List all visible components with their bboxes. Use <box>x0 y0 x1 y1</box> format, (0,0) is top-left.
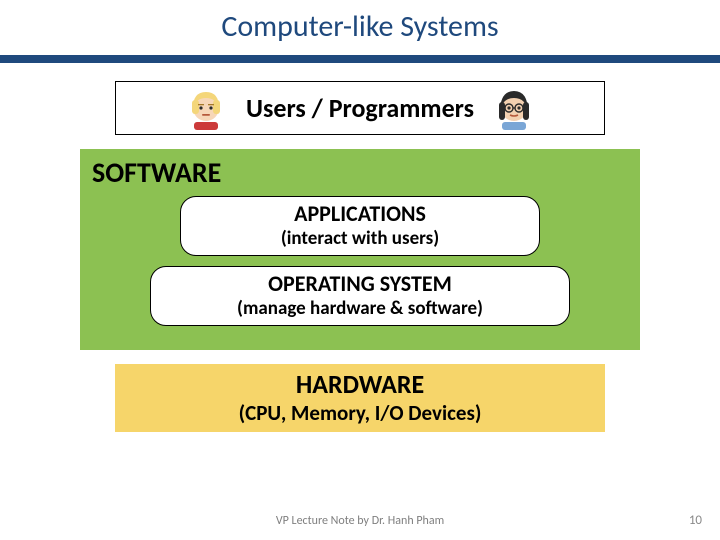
slide-title: Computer-like Systems <box>0 0 720 55</box>
users-row: Users / Programmers <box>115 81 605 135</box>
footer-credit: VP Lecture Note by Dr. Hanh Pham <box>0 514 720 528</box>
operating-system-box: OPERATING SYSTEM (manage hardware & soft… <box>150 266 570 326</box>
hardware-subtitle: (CPU, Memory, I/O Devices) <box>125 400 595 426</box>
os-subtitle: (manage hardware & software) <box>161 297 559 320</box>
users-label: Users / Programmers <box>246 92 474 124</box>
hardware-title: HARDWARE <box>125 368 595 400</box>
page-number: 10 <box>689 513 702 528</box>
software-layer: SOFTWARE APPLICATIONS (interact with use… <box>80 149 640 350</box>
software-label: SOFTWARE <box>92 155 628 190</box>
applications-title: APPLICATIONS <box>191 200 529 227</box>
title-underline-strip <box>0 55 720 63</box>
applications-subtitle: (interact with users) <box>191 227 529 250</box>
hardware-layer: HARDWARE (CPU, Memory, I/O Devices) <box>115 364 605 432</box>
avatar-right-icon <box>492 86 536 130</box>
avatar-left-icon <box>184 86 228 130</box>
slide-title-text: Computer-like Systems <box>221 8 498 45</box>
applications-box: APPLICATIONS (interact with users) <box>180 196 540 256</box>
os-title: OPERATING SYSTEM <box>161 270 559 297</box>
